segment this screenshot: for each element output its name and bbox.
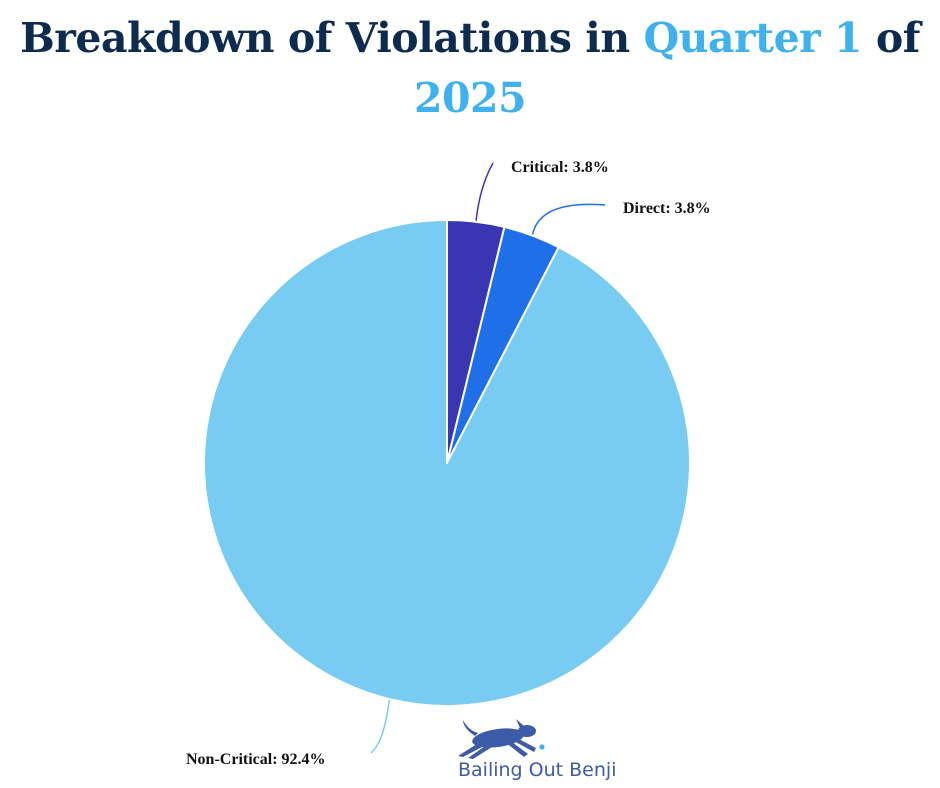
leader-lines	[370, 162, 606, 754]
title-text-2: of	[862, 14, 920, 62]
title-year: 2025	[413, 74, 527, 122]
running-dog-icon	[458, 719, 536, 759]
brand-name: Bailing Out Benji	[458, 759, 616, 781]
title-text-1: Breakdown of Violations in	[20, 14, 644, 62]
chart-title: Breakdown of Violations in Quarter 1 of …	[0, 8, 940, 128]
label-non-critical: Non-Critical: 92.4%	[186, 751, 326, 768]
leader-non-critical	[370, 699, 391, 754]
title-quarter: Quarter 1	[643, 14, 863, 62]
brand-dot	[539, 744, 545, 750]
pie-slices	[203, 219, 691, 707]
label-critical: Critical: 3.8%	[511, 159, 609, 176]
slice-labels: Critical: 3.8% Direct: 3.8% Non-Critical…	[186, 159, 711, 768]
slice-non-critical	[203, 219, 691, 707]
brand-logo: Bailing Out Benji	[458, 719, 616, 781]
label-direct: Direct: 3.8%	[623, 200, 711, 217]
leader-critical	[475, 162, 494, 221]
leader-direct	[531, 203, 606, 235]
